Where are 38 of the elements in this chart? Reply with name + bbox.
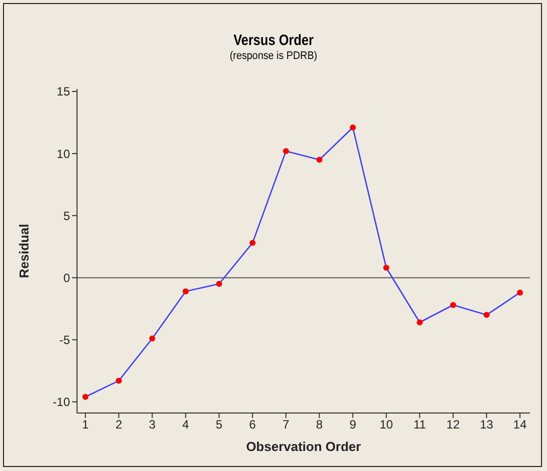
x-tick-label: 5 (216, 418, 223, 432)
point (484, 312, 490, 318)
point (516, 290, 523, 296)
point (250, 240, 256, 246)
point (216, 280, 222, 287)
point (182, 288, 189, 294)
chart-subtitle: (response is PDRB) (228, 50, 318, 62)
x-tick-label: 9 (349, 418, 356, 432)
point (350, 124, 356, 130)
point (316, 156, 322, 163)
y-tick-label: 10 (56, 146, 70, 161)
y-tick-label: -5 (59, 333, 70, 348)
x-tick-label: 2 (115, 418, 122, 432)
point (450, 302, 456, 308)
y-tick-label: -10 (52, 395, 70, 410)
point (116, 378, 122, 384)
x-tick-label: 12 (446, 418, 460, 432)
y-tick-label: 15 (56, 84, 70, 99)
x-tick-label: 13 (480, 418, 494, 432)
y-axis-title: Residual (16, 224, 32, 278)
x-tick-label: 1 (82, 418, 90, 432)
x-tick-label: 4 (182, 418, 190, 432)
point (383, 264, 390, 271)
chart-title: Versus Order (232, 32, 315, 49)
point (416, 319, 423, 326)
x-tick-label: 3 (148, 418, 156, 432)
y-tick-label: 0 (63, 270, 70, 285)
x-tick-label: 6 (249, 418, 256, 432)
y-tick-label: 5 (63, 208, 70, 223)
point (282, 148, 289, 154)
point (149, 336, 156, 342)
x-axis-title: Observation Order (246, 439, 361, 454)
x-tick-label: 10 (380, 418, 394, 432)
x-tick-label: 8 (316, 418, 324, 432)
x-tick-label: 11 (413, 418, 426, 432)
point (82, 394, 88, 400)
x-tick-label: 7 (282, 418, 290, 432)
x-tick-label: 14 (513, 418, 527, 432)
